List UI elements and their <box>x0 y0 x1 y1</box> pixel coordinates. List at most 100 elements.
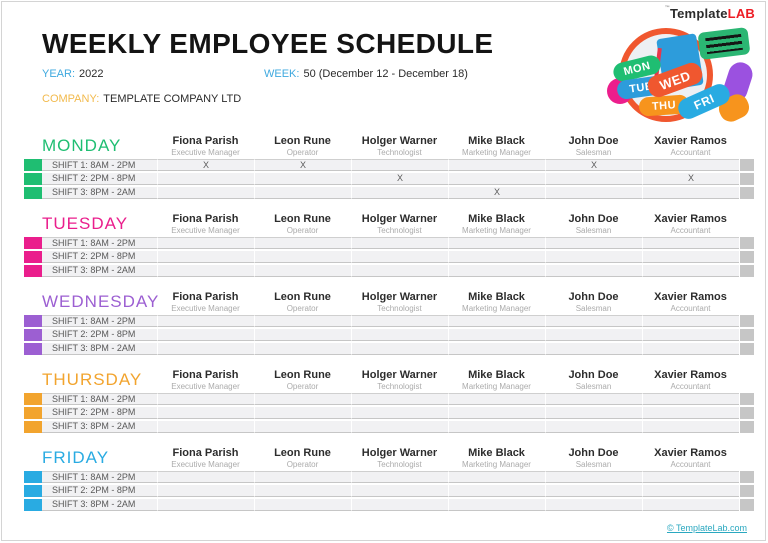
day-header: THURSDAY Fiona Parish Executive Manager Le… <box>2 366 754 393</box>
schedule-cell[interactable] <box>157 173 254 185</box>
schedule-cell[interactable] <box>545 329 642 341</box>
schedule-cell[interactable] <box>545 173 642 185</box>
schedule-cell[interactable] <box>157 485 254 497</box>
speech-bubble-icon <box>697 27 751 60</box>
schedule-cell[interactable] <box>254 421 351 433</box>
schedule-cell[interactable] <box>351 393 448 405</box>
schedule-cell[interactable] <box>254 393 351 405</box>
schedule-cell[interactable] <box>351 159 448 171</box>
schedule-cell[interactable] <box>157 471 254 483</box>
schedule-cell[interactable] <box>545 315 642 327</box>
schedule-cell[interactable] <box>642 485 739 497</box>
schedule-cell[interactable] <box>351 499 448 511</box>
schedule-cell[interactable] <box>448 499 545 511</box>
schedule-cell[interactable] <box>351 485 448 497</box>
schedule-cell[interactable]: X <box>351 173 448 185</box>
schedule-cell[interactable] <box>351 315 448 327</box>
schedule-cell[interactable] <box>254 407 351 419</box>
schedule-cell[interactable] <box>642 499 739 511</box>
shift-row: SHIFT 1: 8AM - 2PM <box>2 237 754 249</box>
schedule-cell[interactable] <box>642 187 739 199</box>
schedule-cell[interactable] <box>448 485 545 497</box>
schedule-cell[interactable] <box>642 393 739 405</box>
schedule-cell[interactable] <box>448 251 545 263</box>
shift-row: SHIFT 2: 2PM - 8PM <box>2 407 754 419</box>
schedule-cell[interactable] <box>448 315 545 327</box>
schedule-cell[interactable] <box>545 421 642 433</box>
schedule-cell[interactable] <box>448 265 545 277</box>
schedule-cell[interactable] <box>545 251 642 263</box>
schedule-cell[interactable]: X <box>545 159 642 171</box>
schedule-cell[interactable] <box>448 159 545 171</box>
schedule-cell[interactable] <box>545 471 642 483</box>
schedule-cell[interactable] <box>157 421 254 433</box>
schedule-cell[interactable] <box>157 499 254 511</box>
schedule-cell[interactable] <box>545 187 642 199</box>
schedule-cell[interactable] <box>157 265 254 277</box>
schedule-cell[interactable] <box>351 329 448 341</box>
schedule-cell[interactable] <box>351 471 448 483</box>
employee-name: Xavier Ramos <box>654 212 727 225</box>
schedule-cell[interactable] <box>351 251 448 263</box>
schedule-cell[interactable] <box>254 237 351 249</box>
schedule-cell[interactable]: X <box>254 159 351 171</box>
schedule-cell[interactable] <box>254 315 351 327</box>
schedule-cell[interactable]: X <box>157 159 254 171</box>
schedule-cell[interactable] <box>545 237 642 249</box>
schedule-cell[interactable] <box>448 407 545 419</box>
schedule-cell[interactable] <box>254 499 351 511</box>
schedule-cell[interactable] <box>157 187 254 199</box>
schedule-cell[interactable] <box>157 315 254 327</box>
schedule-cell[interactable] <box>351 237 448 249</box>
shift-rows: SHIFT 1: 8AM - 2PM SHIFT 2: 2PM - 8PM SHIF… <box>2 315 765 355</box>
schedule-cell[interactable] <box>545 407 642 419</box>
schedule-cell[interactable] <box>351 265 448 277</box>
schedule-cell[interactable] <box>157 329 254 341</box>
schedule-cell[interactable] <box>642 329 739 341</box>
schedule-cell[interactable] <box>157 407 254 419</box>
schedule-cell[interactable] <box>448 329 545 341</box>
schedule-cell[interactable] <box>254 187 351 199</box>
schedule-cell[interactable] <box>254 485 351 497</box>
schedule-cell[interactable]: X <box>642 173 739 185</box>
schedule-cell[interactable] <box>157 393 254 405</box>
schedule-cell[interactable] <box>642 265 739 277</box>
schedule-cell[interactable] <box>642 343 739 355</box>
schedule-cell[interactable] <box>448 237 545 249</box>
schedule-cell[interactable] <box>448 421 545 433</box>
schedule-cell[interactable] <box>642 471 739 483</box>
schedule-cell[interactable] <box>254 343 351 355</box>
company-value: TEMPLATE COMPANY LTD <box>103 93 242 105</box>
schedule-cell[interactable] <box>157 237 254 249</box>
schedule-cell[interactable] <box>545 265 642 277</box>
schedule-cell[interactable] <box>642 237 739 249</box>
schedule-cell[interactable]: X <box>448 187 545 199</box>
schedule-cell[interactable] <box>642 251 739 263</box>
schedule-cell[interactable] <box>545 343 642 355</box>
schedule-cell[interactable] <box>448 393 545 405</box>
schedule-cell[interactable] <box>448 471 545 483</box>
schedule-cell[interactable] <box>642 315 739 327</box>
employee-name: Holger Warner <box>361 290 438 303</box>
schedule-cell[interactable] <box>448 173 545 185</box>
schedule-cell[interactable] <box>254 251 351 263</box>
schedule-cell[interactable] <box>254 329 351 341</box>
schedule-cell[interactable] <box>254 173 351 185</box>
schedule-cell[interactable] <box>157 251 254 263</box>
schedule-cell[interactable] <box>157 343 254 355</box>
schedule-cell[interactable] <box>545 485 642 497</box>
schedule-cell[interactable] <box>351 187 448 199</box>
schedule-cell[interactable] <box>545 393 642 405</box>
schedule-cell[interactable] <box>642 421 739 433</box>
schedule-cell[interactable] <box>545 499 642 511</box>
schedule-cell[interactable] <box>448 343 545 355</box>
shift-color-chip <box>24 265 42 277</box>
schedule-cell[interactable] <box>351 343 448 355</box>
schedule-cell[interactable] <box>351 421 448 433</box>
schedule-cell[interactable] <box>642 159 739 171</box>
templatelab-link[interactable]: © TemplateLab.com <box>666 523 747 533</box>
schedule-cell[interactable] <box>254 471 351 483</box>
schedule-cell[interactable] <box>351 407 448 419</box>
schedule-cell[interactable] <box>642 407 739 419</box>
schedule-cell[interactable] <box>254 265 351 277</box>
